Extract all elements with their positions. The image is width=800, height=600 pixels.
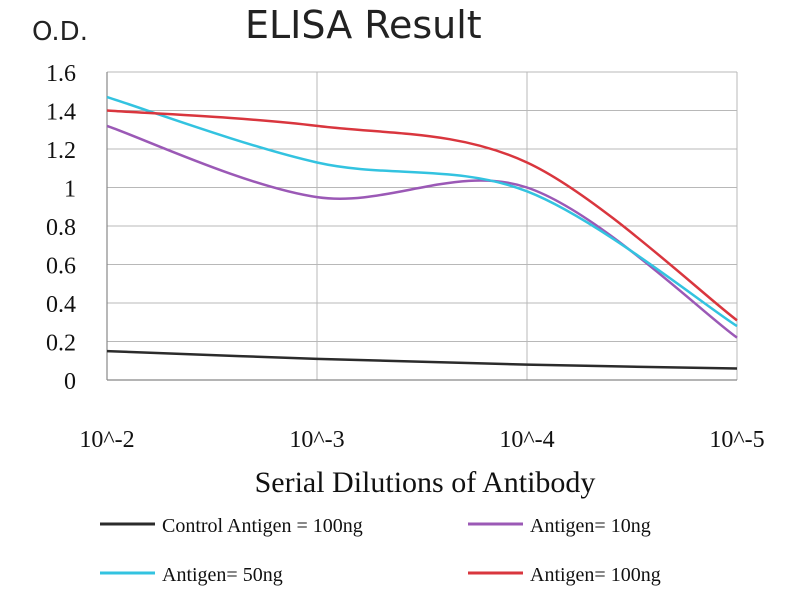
series-line-3 <box>106 95 738 328</box>
legend: Control Antigen = 100ng Antigen= 10ng Anti… <box>100 515 661 586</box>
series-line-2 <box>106 124 738 339</box>
y-axis-label: O.D. <box>32 17 88 47</box>
y-tick-label: 0 <box>64 369 76 395</box>
series-line-1 <box>106 349 738 370</box>
x-tick-label: 10^-5 <box>709 427 764 453</box>
legend-label: Antigen= 10ng <box>530 515 651 537</box>
y-tick-label: 0.4 <box>46 292 76 318</box>
chart-title: ELISA Result <box>245 3 482 47</box>
y-tick-labels: 0 0.2 0.4 0.6 0.8 1 1.2 1.4 1.6 <box>46 61 76 395</box>
y-tick-label: 1 <box>64 177 76 203</box>
x-tick-label: 10^-4 <box>499 427 554 453</box>
y-tick-label: 0.2 <box>46 331 76 357</box>
x-tick-labels: 10^-2 10^-3 10^-4 10^-5 <box>79 427 764 453</box>
y-tick-label: 1.2 <box>46 138 76 164</box>
y-tick-label: 0.8 <box>46 215 76 241</box>
grid-lines <box>106 71 738 381</box>
y-tick-label: 1.6 <box>46 61 76 87</box>
x-tick-label: 10^-3 <box>289 427 344 453</box>
legend-label: Antigen= 50ng <box>162 564 283 586</box>
y-tick-label: 0.6 <box>46 254 76 280</box>
x-tick-label: 10^-2 <box>79 427 134 453</box>
series-lines <box>106 95 738 370</box>
legend-label: Antigen= 100ng <box>530 564 661 586</box>
series-line-4 <box>106 109 738 322</box>
x-axis-label: Serial Dilutions of Antibody <box>255 466 596 499</box>
legend-label: Control Antigen = 100ng <box>162 515 363 537</box>
y-tick-label: 1.4 <box>46 100 76 126</box>
